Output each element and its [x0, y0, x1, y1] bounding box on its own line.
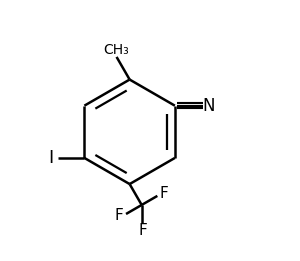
Text: F: F	[115, 209, 124, 223]
Text: F: F	[160, 186, 169, 201]
Text: I: I	[49, 149, 54, 167]
Text: CH₃: CH₃	[104, 43, 129, 57]
Text: N: N	[202, 97, 215, 115]
Text: F: F	[138, 223, 147, 238]
